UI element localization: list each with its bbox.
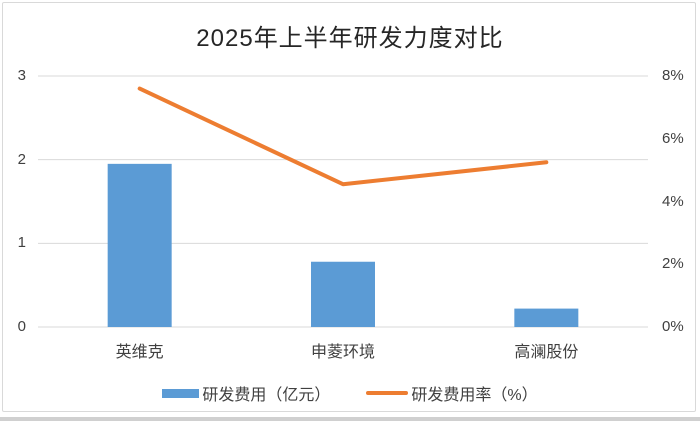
bar-英维克 [107, 163, 172, 327]
y-axis-left-tick-0: 0 [17, 318, 26, 335]
chart-title: 2025年上半年研发力度对比 [196, 25, 504, 52]
legend: 研发费用（亿元） 研发费用率（%） [0, 381, 700, 405]
bar-高澜股份 [514, 308, 579, 327]
legend-bar-series-label: 研发费用（亿元） [202, 387, 331, 404]
bar-series-swatch-icon [162, 388, 200, 398]
y-axis-right-tick-4%: 4% [662, 192, 684, 210]
line-series-path [137, 86, 549, 187]
y-axis-left-tick-1: 1 [17, 234, 26, 252]
bottom-edge-strip [0, 417, 700, 421]
y-axis-right-tick-8%: 8% [662, 67, 684, 84]
y-axis-left-tick-3: 3 [17, 67, 26, 84]
y-axis-right-tick-0%: 0% [662, 318, 684, 335]
legend-line-series-label: 研发费用率（%） [411, 387, 538, 404]
y-axis-left-tick-2: 2 [17, 150, 26, 168]
legend-item-line-series: 研发费用率（%） [366, 381, 538, 405]
line-series-swatch-icon [366, 391, 409, 395]
x-axis-category-申菱环境: 申菱环境 [310, 344, 375, 361]
y-axis-right-tick-6%: 6% [662, 129, 684, 147]
bar-申菱环境 [311, 261, 375, 327]
x-axis-category-高澜股份: 高澜股份 [514, 344, 579, 361]
x-axis-category-英维克: 英维克 [115, 344, 164, 361]
y-axis-right-tick-2%: 2% [662, 255, 684, 273]
legend-item-bar-series: 研发费用（亿元） [162, 381, 330, 405]
